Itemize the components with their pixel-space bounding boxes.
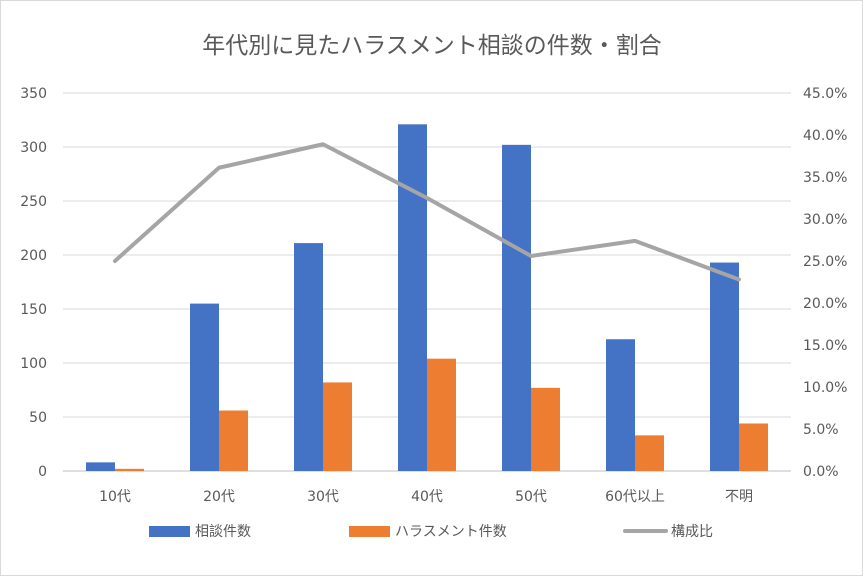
bar-consultations-2 — [294, 243, 323, 471]
y-right-tick-label: 35.0% — [803, 170, 847, 186]
y-left-tick-label: 50 — [29, 410, 47, 426]
y-right-tick-label: 40.0% — [803, 128, 847, 144]
y-left-tick-label: 350 — [20, 86, 47, 102]
y-right-tick-label: 45.0% — [803, 86, 847, 102]
bar-consultations-5 — [606, 339, 635, 471]
legend-label: ハラスメント件数 — [395, 524, 507, 540]
bar-harassment-1 — [219, 411, 248, 471]
y-right-tick-label: 30.0% — [803, 212, 847, 228]
bar-consultations-1 — [190, 304, 219, 471]
y-left-tick-label: 250 — [20, 194, 47, 210]
bar-harassment-3 — [427, 359, 456, 471]
x-tick-label: 不明 — [725, 489, 753, 505]
x-tick-label: 50代 — [515, 489, 547, 505]
bar-consultations-0 — [86, 462, 115, 471]
x-tick-label: 60代以上 — [605, 489, 665, 505]
bar-consultations-6 — [710, 263, 739, 471]
legend-swatch — [349, 526, 390, 537]
y-left-tick-label: 0 — [38, 464, 47, 480]
x-tick-label: 10代 — [99, 489, 131, 505]
y-right-tick-label: 25.0% — [803, 254, 847, 270]
bar-consultations-4 — [502, 145, 531, 471]
y-left-tick-label: 150 — [20, 302, 47, 318]
bar-harassment-4 — [531, 388, 560, 471]
bar-harassment-6 — [739, 423, 768, 471]
y-left-tick-label: 100 — [20, 356, 47, 372]
bar-consultations-3 — [398, 124, 427, 471]
y-right-tick-label: 20.0% — [803, 296, 847, 312]
legend-swatch — [149, 526, 190, 537]
left-axis: 0 50 100 150 200 250 300 350 — [20, 86, 47, 480]
x-tick-label: 20代 — [203, 489, 235, 505]
x-tick-label: 30代 — [307, 489, 339, 505]
x-tick-label: 40代 — [411, 489, 443, 505]
bars — [86, 124, 768, 471]
y-right-tick-label: 5.0% — [803, 422, 839, 438]
legend-label: 構成比 — [671, 524, 713, 540]
y-right-tick-label: 15.0% — [803, 338, 847, 354]
bar-harassment-2 — [323, 382, 352, 471]
y-left-tick-label: 200 — [20, 248, 47, 264]
y-left-tick-label: 300 — [20, 140, 47, 156]
bar-harassment-0 — [115, 469, 144, 471]
legend-label: 相談件数 — [195, 524, 251, 540]
y-right-tick-label: 10.0% — [803, 380, 847, 396]
chart-title: 年代別に見たハラスメント相談の件数・割合 — [202, 33, 662, 59]
legend: 相談件数 ハラスメント件数 構成比 — [149, 524, 713, 540]
x-axis-labels: 10代 20代 30代 40代 50代 60代以上 不明 — [99, 489, 753, 505]
y-right-tick-label: 0.0% — [803, 464, 839, 480]
right-axis: 0.0% 5.0% 10.0% 15.0% 20.0% 25.0% 30.0% 35.0% 40… — [803, 86, 847, 480]
bar-harassment-5 — [635, 435, 664, 471]
